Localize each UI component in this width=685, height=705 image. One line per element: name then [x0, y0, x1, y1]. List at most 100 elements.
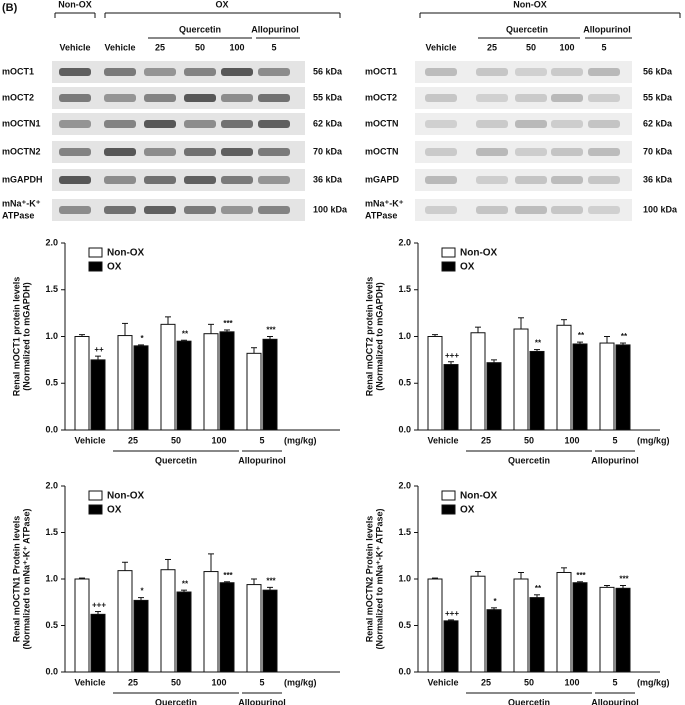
row-label: mOCTN	[365, 118, 399, 128]
band	[144, 94, 176, 102]
bar	[74, 336, 90, 431]
x-tick-label: 25	[128, 677, 138, 687]
band	[515, 120, 547, 128]
band	[425, 68, 457, 76]
panel-label: (B)	[2, 2, 18, 14]
row-label: ATPase	[365, 210, 397, 220]
significance-label: ***	[619, 575, 629, 584]
blot-strip	[52, 169, 305, 191]
significance-label: ***	[266, 326, 276, 335]
x-tick-label: 50	[524, 435, 534, 445]
band	[144, 206, 176, 214]
x-tick-label: 100	[564, 435, 579, 445]
bar	[615, 587, 631, 673]
significance-label: **	[535, 339, 542, 348]
y-tick-label: 0.5	[398, 378, 411, 388]
band	[184, 176, 216, 184]
band	[551, 206, 583, 214]
y-tick-label: 0.5	[398, 620, 411, 630]
band	[59, 120, 91, 128]
blot-strip	[415, 61, 632, 83]
band	[258, 206, 290, 214]
x-tick-label: 100	[564, 677, 579, 687]
bar	[203, 571, 219, 673]
significance-label: ***	[576, 571, 586, 580]
bar	[513, 328, 529, 431]
x-tick-label: 5	[259, 435, 264, 445]
size-label: 62 kDa	[643, 118, 673, 128]
y-axis-label: (Normalized to mGAPDH)	[21, 282, 31, 391]
band	[588, 68, 620, 76]
band	[104, 176, 136, 184]
band	[221, 206, 253, 214]
x-tick-label: 25	[481, 435, 491, 445]
band	[476, 68, 508, 76]
band	[515, 148, 547, 156]
bar	[427, 578, 443, 673]
y-tick-label: 0.0	[45, 424, 58, 434]
significance-label: *	[140, 334, 144, 343]
x-group-label: Allopurinol	[238, 697, 286, 705]
legend-label: OX	[460, 262, 475, 273]
band	[258, 68, 290, 76]
band	[551, 120, 583, 128]
y-tick-label: 0.0	[45, 666, 58, 676]
legend-swatch	[441, 247, 456, 258]
band	[425, 148, 457, 156]
band	[184, 206, 216, 214]
row-label: mOCTN1	[2, 118, 41, 128]
y-tick-label: 2.0	[398, 480, 411, 490]
row-label: mOCT2	[2, 92, 34, 102]
y-tick-label: 1.0	[398, 331, 411, 341]
band	[425, 120, 457, 128]
lane-label: 100	[559, 42, 574, 52]
y-tick-label: 1.5	[398, 527, 411, 537]
bar	[486, 609, 502, 673]
lane-label: 5	[271, 42, 276, 52]
blot-strip	[415, 169, 632, 191]
blot-strip	[52, 141, 305, 163]
band	[588, 176, 620, 184]
band	[551, 68, 583, 76]
lane-label: 50	[526, 42, 536, 52]
size-label: 100 kDa	[643, 204, 678, 214]
y-axis-label: Renal mOCTN2 Protein levels	[364, 516, 374, 643]
bar	[219, 331, 235, 431]
lane-label: 5	[601, 42, 606, 52]
bar	[117, 570, 133, 673]
x-tick-label: 50	[524, 677, 534, 687]
y-axis-label: Renal mOCT1 protein levels	[11, 277, 21, 397]
band	[515, 94, 547, 102]
x-tick-label: 25	[481, 677, 491, 687]
band	[476, 206, 508, 214]
y-axis-label: (Normalized to mNa⁺-K⁺ ATPase)	[21, 508, 31, 649]
bar	[486, 362, 502, 431]
band	[258, 94, 290, 102]
y-tick-label: 1.5	[398, 284, 411, 294]
x-tick-label: Vehicle	[74, 677, 105, 687]
legend-swatch	[88, 261, 103, 272]
band	[258, 148, 290, 156]
y-tick-label: 2.0	[398, 237, 411, 247]
y-tick-label: 0.5	[45, 620, 58, 630]
legend-label: OX	[460, 505, 475, 516]
x-unit: (mg/kg)	[284, 435, 317, 445]
blot-strip	[415, 87, 632, 109]
row-label: mNa⁺-K⁺	[365, 198, 404, 208]
significance-label: **	[182, 579, 189, 588]
subgroup-header: Allopurinol	[583, 24, 631, 34]
significance-label: +++	[445, 351, 459, 360]
row-label: mOCT1	[365, 66, 397, 76]
band	[104, 120, 136, 128]
bar	[599, 586, 615, 673]
band	[59, 176, 91, 184]
group-header: Non-OX	[58, 0, 92, 9]
band	[551, 176, 583, 184]
bar	[556, 324, 572, 431]
row-label: mNa⁺-K⁺	[2, 198, 41, 208]
x-group-label: Quercetin	[155, 697, 197, 705]
band	[258, 176, 290, 184]
bar	[176, 591, 192, 673]
size-label: 55 kDa	[643, 92, 673, 102]
